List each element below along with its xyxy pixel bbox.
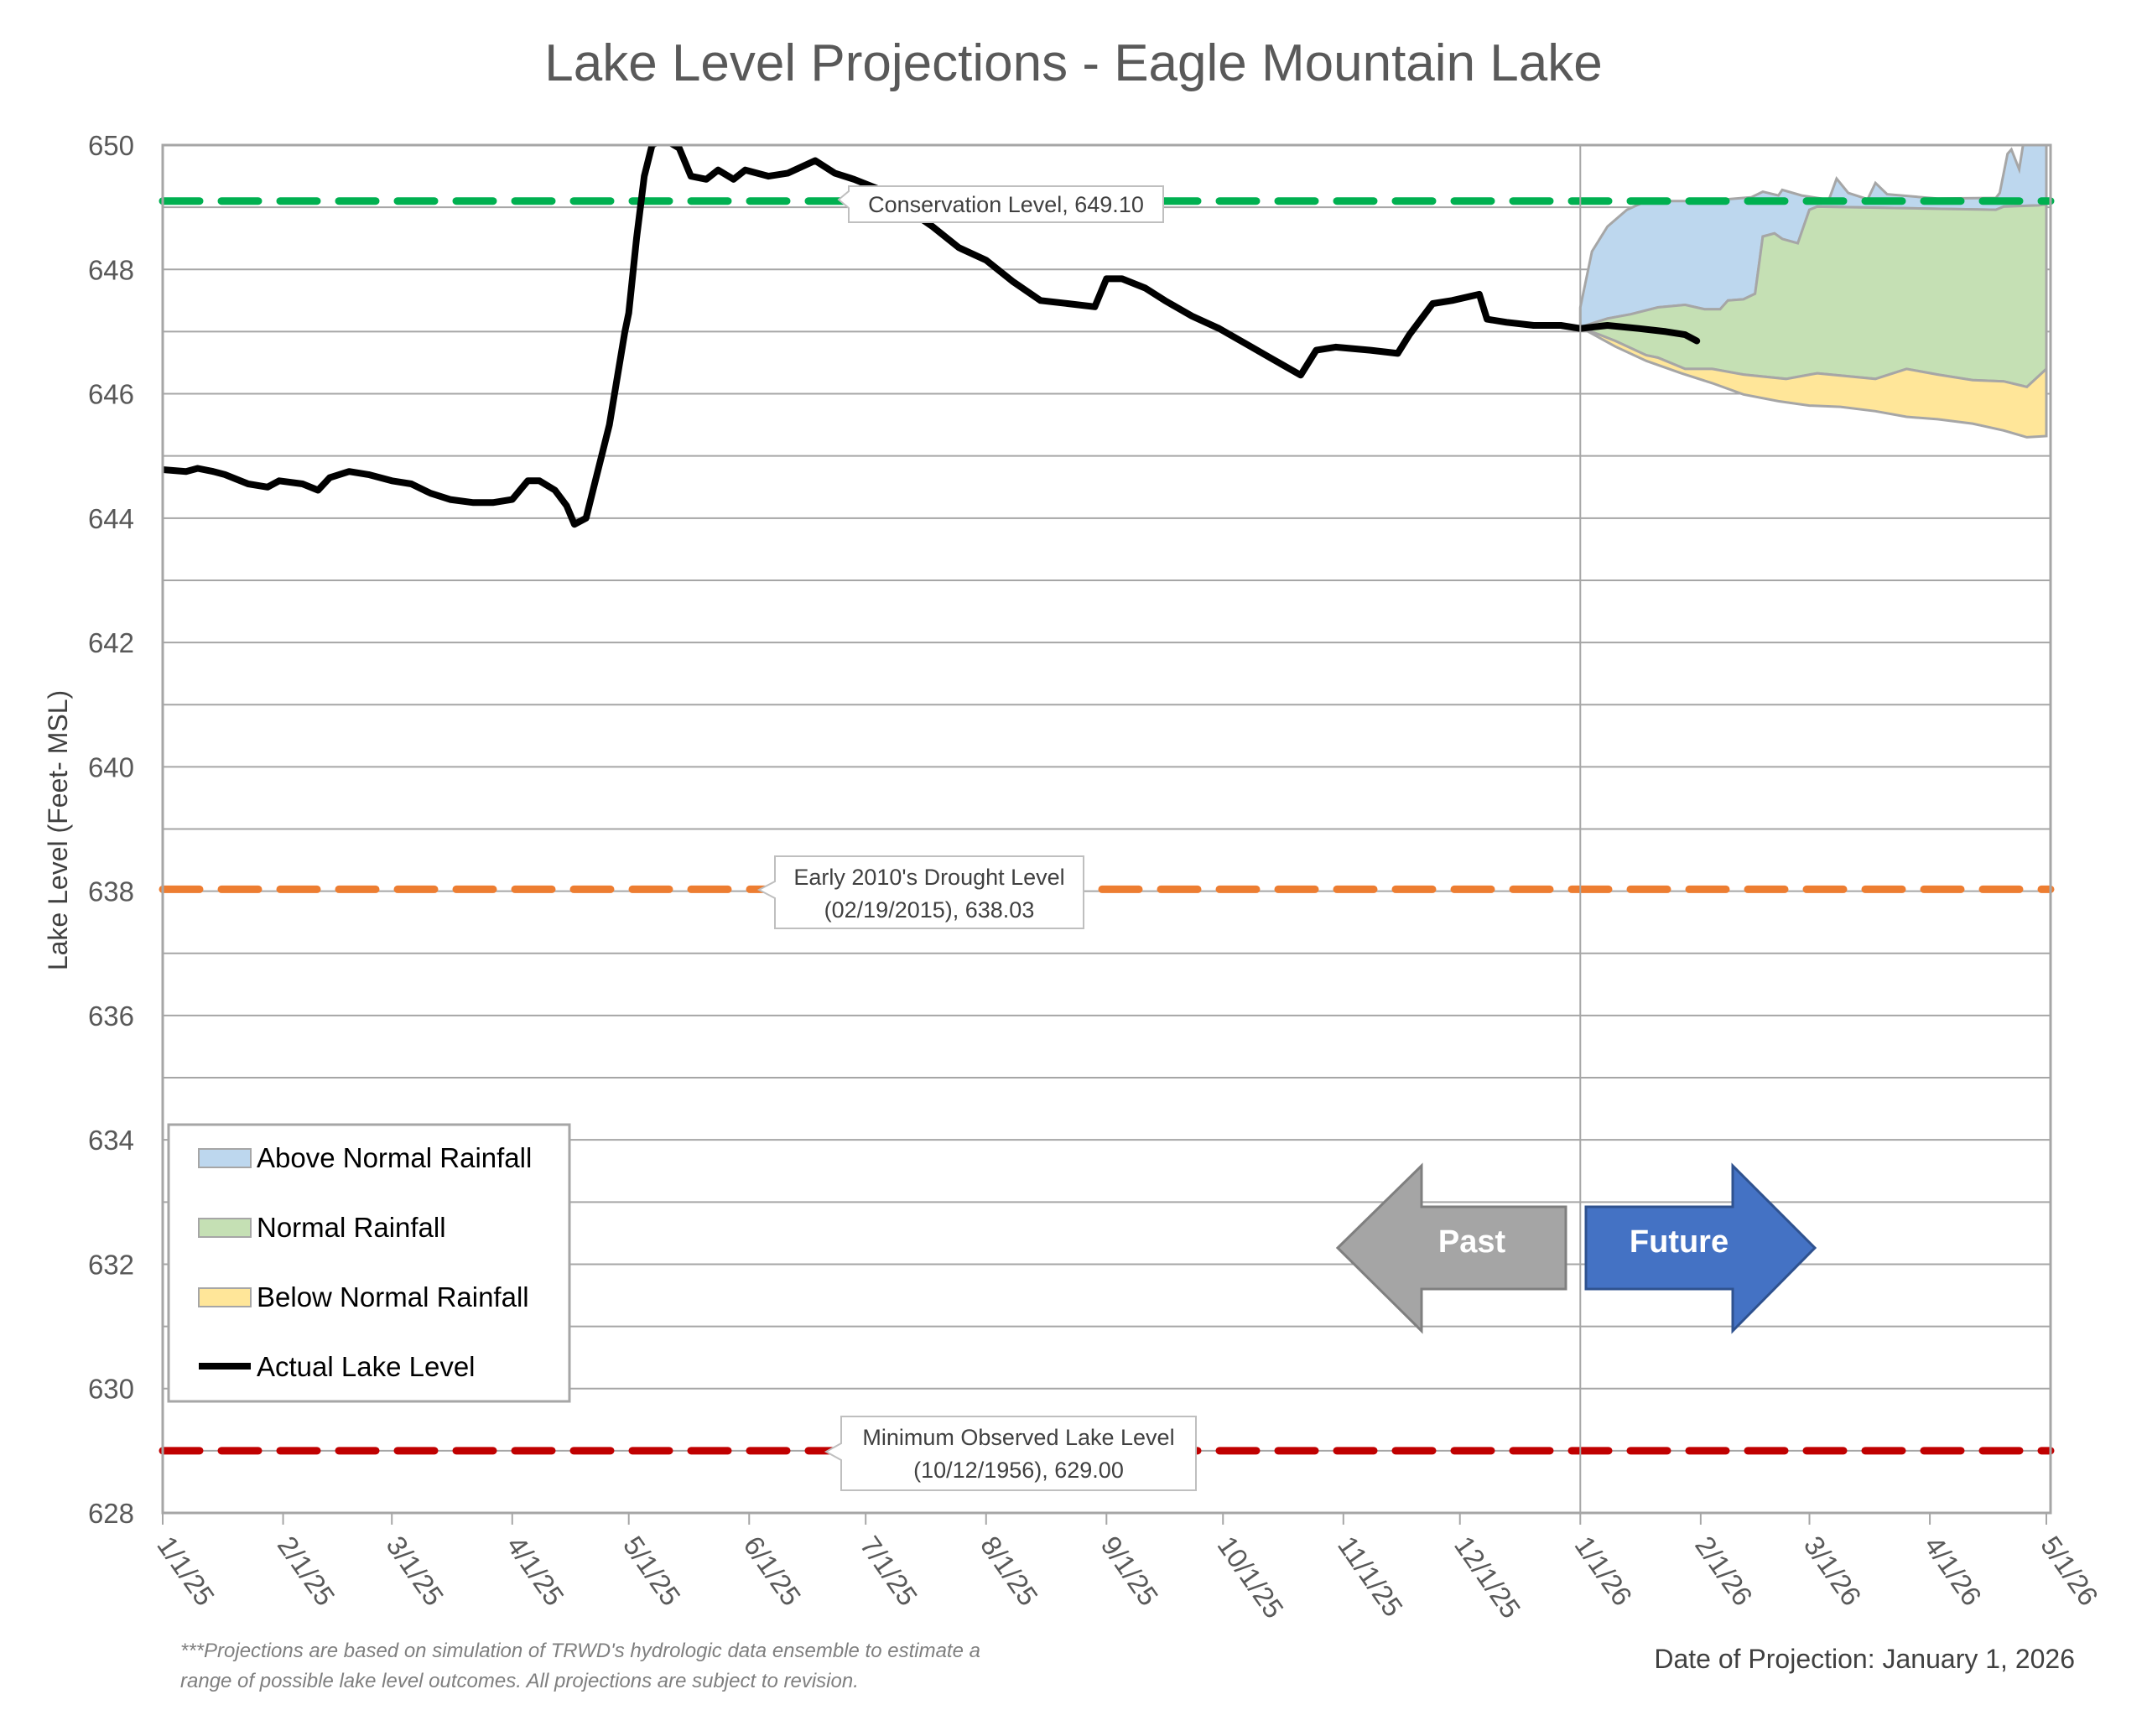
x-tick-label: 7/1/25 [854, 1531, 923, 1611]
legend-label: Above Normal Rainfall [257, 1142, 532, 1173]
legend-box [167, 1123, 571, 1403]
callout-box [756, 855, 1084, 929]
x-tick-label: 1/1/25 [151, 1531, 221, 1611]
y-tick-label: 640 [88, 751, 134, 782]
x-tick-label: 5/1/25 [617, 1531, 687, 1611]
x-tick-label: 1/1/26 [1569, 1531, 1639, 1611]
series-actual-lake-level [163, 145, 1701, 528]
legend-swatch [198, 1148, 252, 1168]
callout-label: Minimum Observed Lake Level [862, 1425, 1174, 1450]
x-tick-label: 6/1/25 [738, 1531, 808, 1611]
x-tick-label: 4/1/26 [1918, 1531, 1988, 1611]
chart-title: Lake Level Projections - Eagle Mountain … [544, 34, 1602, 92]
y-tick-label: 632 [88, 1249, 134, 1280]
x-tick-label: 2/1/25 [272, 1531, 341, 1611]
past-future-arrows: Past Future [1335, 1162, 1817, 1334]
legend-swatch [198, 1287, 252, 1307]
x-tick-label: 2/1/26 [1689, 1531, 1759, 1611]
y-tick-label: 642 [88, 627, 134, 658]
callout-label: (10/12/1956), 629.00 [913, 1458, 1124, 1483]
callout-box [837, 185, 1164, 223]
past-arrow [1335, 1162, 1567, 1334]
y-tick-label: 644 [88, 503, 134, 534]
x-tick-label: 11/1/25 [1332, 1531, 1409, 1622]
callout-label: Early 2010's Drought Level [793, 865, 1064, 890]
x-tick-label: 5/1/26 [2035, 1531, 2104, 1611]
y-tick-label: 630 [88, 1374, 134, 1405]
date-of-projection: Date of Projection: January 1, 2026 [1654, 1644, 2075, 1674]
x-tick-label: 9/1/25 [1095, 1531, 1165, 1611]
y-tick-label: 646 [88, 379, 134, 410]
callout-label: (02/19/2015), 638.03 [824, 897, 1035, 923]
legend-label: Below Normal Rainfall [257, 1281, 529, 1312]
future-arrow [1584, 1162, 1817, 1334]
y-tick-label: 636 [88, 1001, 134, 1032]
legend-label: Actual Lake Level [257, 1351, 476, 1382]
footnote-line-2: range of possible lake level outcomes. A… [180, 1670, 859, 1692]
y-tick-label: 648 [88, 254, 134, 285]
x-tick-label: 4/1/25 [501, 1531, 570, 1611]
x-tick-label: 10/1/25 [1212, 1531, 1290, 1624]
legend-swatch [198, 1218, 252, 1238]
x-tick-label: 3/1/26 [1798, 1531, 1868, 1611]
band-below-normal-rainfall [1579, 325, 2048, 439]
x-tick-label: 12/1/25 [1448, 1531, 1526, 1624]
y-axis-label: Lake Level (Feet- MSL) [43, 690, 73, 970]
callouts: Conservation Level, 649.10 Early 2010's D… [756, 185, 1197, 1491]
legend: Above Normal Rainfall Normal Rainfall Belo… [167, 1123, 571, 1403]
y-tick-label: 650 [88, 130, 134, 161]
y-tick-label: 634 [88, 1125, 134, 1156]
y-tick-label: 638 [88, 876, 134, 907]
past-label: Past [1438, 1224, 1506, 1260]
footnote-line-1: ***Projections are based on simulation o… [180, 1640, 980, 1662]
x-tick-label: 8/1/25 [975, 1531, 1044, 1611]
series [163, 145, 1701, 528]
y-tick-label: 628 [88, 1498, 134, 1529]
future-label: Future [1630, 1224, 1729, 1260]
callout-box [824, 1416, 1197, 1491]
x-tick-label: 3/1/25 [380, 1531, 450, 1611]
legend-label: Normal Rainfall [257, 1212, 446, 1243]
callout-label: Conservation Level, 649.10 [868, 192, 1144, 217]
